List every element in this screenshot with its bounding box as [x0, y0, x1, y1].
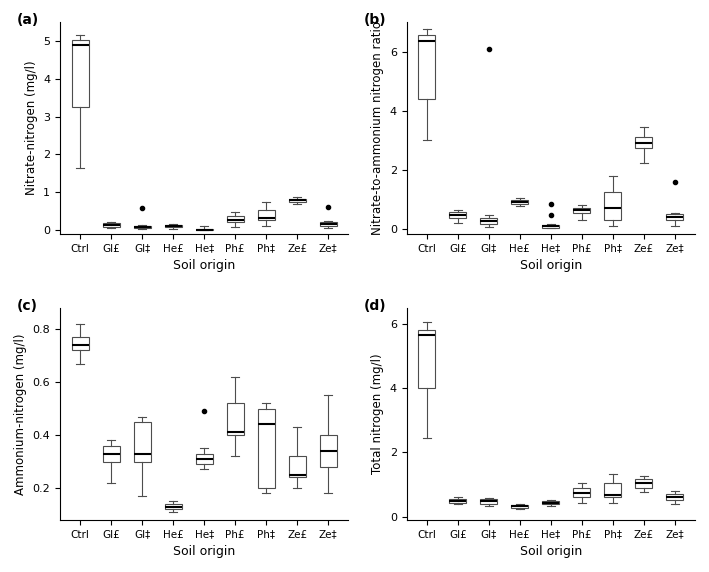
PathPatch shape	[480, 219, 498, 224]
PathPatch shape	[418, 35, 435, 99]
Y-axis label: Total nitrogen (mg/l): Total nitrogen (mg/l)	[372, 353, 384, 474]
PathPatch shape	[604, 483, 622, 496]
PathPatch shape	[574, 488, 591, 496]
PathPatch shape	[103, 446, 120, 462]
Y-axis label: Ammonium-nitrogen (mg/l): Ammonium-nitrogen (mg/l)	[14, 333, 27, 495]
PathPatch shape	[511, 505, 528, 507]
PathPatch shape	[635, 479, 652, 488]
PathPatch shape	[666, 494, 683, 500]
PathPatch shape	[289, 456, 306, 478]
PathPatch shape	[196, 454, 213, 464]
PathPatch shape	[196, 229, 213, 230]
PathPatch shape	[666, 214, 683, 220]
X-axis label: Soil origin: Soil origin	[520, 259, 582, 272]
X-axis label: Soil origin: Soil origin	[520, 545, 582, 558]
PathPatch shape	[227, 403, 244, 435]
PathPatch shape	[635, 137, 652, 148]
X-axis label: Soil origin: Soil origin	[173, 259, 235, 272]
PathPatch shape	[480, 499, 498, 504]
Y-axis label: Nitrate-nitrogen (mg/l): Nitrate-nitrogen (mg/l)	[25, 61, 38, 195]
Text: (d): (d)	[364, 299, 386, 313]
Text: (b): (b)	[364, 13, 386, 27]
Y-axis label: Nitrate-to-ammonium nitrogen ratio: Nitrate-to-ammonium nitrogen ratio	[372, 21, 384, 235]
PathPatch shape	[450, 212, 467, 219]
PathPatch shape	[542, 225, 559, 228]
PathPatch shape	[164, 225, 182, 227]
PathPatch shape	[450, 499, 467, 503]
PathPatch shape	[72, 40, 89, 107]
PathPatch shape	[320, 222, 337, 225]
PathPatch shape	[133, 225, 150, 228]
PathPatch shape	[511, 200, 528, 204]
PathPatch shape	[257, 408, 274, 488]
X-axis label: Soil origin: Soil origin	[173, 545, 235, 558]
PathPatch shape	[604, 192, 622, 220]
PathPatch shape	[72, 337, 89, 350]
PathPatch shape	[164, 504, 182, 509]
PathPatch shape	[542, 501, 559, 505]
PathPatch shape	[574, 208, 591, 213]
PathPatch shape	[103, 223, 120, 227]
Text: (c): (c)	[16, 299, 38, 313]
PathPatch shape	[257, 210, 274, 220]
Text: (a): (a)	[16, 13, 39, 27]
PathPatch shape	[289, 198, 306, 202]
PathPatch shape	[418, 331, 435, 388]
PathPatch shape	[227, 216, 244, 223]
PathPatch shape	[133, 422, 150, 462]
PathPatch shape	[320, 435, 337, 467]
